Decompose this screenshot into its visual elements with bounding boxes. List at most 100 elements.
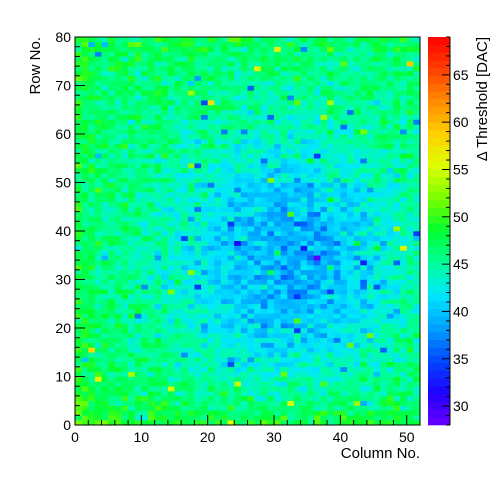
heatmap-cell xyxy=(207,352,215,358)
heatmap-cell xyxy=(240,100,248,106)
heatmap-cell xyxy=(207,420,215,426)
heatmap-cell xyxy=(400,279,408,285)
heatmap-cell xyxy=(75,284,82,290)
heatmap-cell xyxy=(81,124,89,130)
heatmap-cell xyxy=(128,192,136,198)
heatmap-cell xyxy=(194,51,202,57)
heatmap-cell xyxy=(147,240,155,246)
heatmap-cell xyxy=(227,153,235,159)
heatmap-cell xyxy=(220,303,228,309)
heatmap-cell xyxy=(347,405,354,411)
heatmap-cell xyxy=(88,415,96,421)
heatmap-cell xyxy=(380,148,388,154)
heatmap-cell xyxy=(194,245,202,251)
heatmap-cell xyxy=(274,201,281,208)
heatmap-cell xyxy=(260,90,268,96)
heatmap-cell xyxy=(353,337,361,343)
heatmap-cell xyxy=(81,231,89,237)
heatmap-cell xyxy=(353,143,361,149)
heatmap-cell xyxy=(181,66,189,72)
heatmap-cell xyxy=(207,172,215,178)
heatmap-cell xyxy=(75,328,82,334)
heatmap-cell xyxy=(366,318,374,324)
heatmap-cell xyxy=(413,231,421,237)
heatmap-cell xyxy=(274,308,281,314)
heatmap-cell xyxy=(287,51,295,57)
heatmap-cell xyxy=(366,114,374,120)
heatmap-cell xyxy=(274,279,281,285)
heatmap-cell xyxy=(413,192,421,198)
heatmap-cell xyxy=(167,250,175,256)
heatmap-cell xyxy=(154,371,162,377)
heatmap-cell xyxy=(353,201,361,208)
heatmap-cell xyxy=(274,138,281,144)
heatmap-cell xyxy=(406,75,414,81)
heatmap-cell xyxy=(400,119,408,125)
heatmap-cell xyxy=(393,37,401,43)
heatmap-cell xyxy=(187,337,195,343)
heatmap-cell xyxy=(121,323,129,329)
heatmap-cell xyxy=(174,148,182,154)
heatmap-cell xyxy=(320,201,328,208)
heatmap-cell xyxy=(360,332,368,338)
heatmap-cell xyxy=(347,187,354,193)
heatmap-cell xyxy=(393,323,401,329)
heatmap-cell xyxy=(174,134,182,140)
heatmap-cell xyxy=(307,420,315,426)
heatmap-cell xyxy=(220,420,228,426)
heatmap-cell xyxy=(154,250,162,256)
heatmap-cell xyxy=(227,255,235,261)
heatmap-cell xyxy=(75,100,82,106)
heatmap-cell xyxy=(194,90,202,96)
heatmap-cell xyxy=(307,100,315,106)
heatmap-cell xyxy=(400,337,408,343)
heatmap-cell xyxy=(194,289,202,295)
heatmap-cell xyxy=(220,129,228,135)
heatmap-cell xyxy=(333,129,341,135)
heatmap-cell xyxy=(360,211,368,217)
heatmap-cell xyxy=(101,342,109,348)
heatmap-cell xyxy=(94,289,102,295)
heatmap-cell xyxy=(75,415,82,421)
heatmap-cell xyxy=(293,143,301,149)
heatmap-cell xyxy=(373,153,381,159)
heatmap-cell xyxy=(114,405,122,411)
heatmap-cell xyxy=(393,192,401,198)
heatmap-cell xyxy=(280,41,288,47)
heatmap-cell xyxy=(141,197,149,203)
heatmap-cell xyxy=(161,153,169,159)
heatmap-cell xyxy=(181,75,189,81)
heatmap-cell xyxy=(413,143,421,149)
heatmap-cell xyxy=(413,415,421,421)
heatmap-cell xyxy=(81,395,89,402)
heatmap-cell xyxy=(207,410,215,416)
heatmap-cell xyxy=(121,318,129,324)
heatmap-cell xyxy=(81,187,89,193)
heatmap-cell xyxy=(260,80,268,86)
heatmap-cell xyxy=(141,134,149,140)
heatmap-cell xyxy=(174,41,182,47)
heatmap-cell xyxy=(287,420,295,426)
heatmap-cell xyxy=(214,41,222,47)
heatmap-cell xyxy=(194,37,202,43)
heatmap-cell xyxy=(366,357,374,363)
heatmap-cell xyxy=(181,405,189,411)
heatmap-cell xyxy=(386,109,394,115)
heatmap-cell xyxy=(366,163,374,169)
heatmap-cell xyxy=(280,138,288,144)
heatmap-cell xyxy=(220,357,228,363)
heatmap-cell xyxy=(240,298,248,305)
heatmap-cell xyxy=(254,187,262,193)
heatmap-cell xyxy=(147,260,155,266)
heatmap-cell xyxy=(161,361,169,368)
heatmap-cell xyxy=(353,153,361,159)
heatmap-cell xyxy=(134,361,142,368)
heatmap-cell xyxy=(393,167,401,174)
heatmap-cell xyxy=(393,109,401,115)
heatmap-cell xyxy=(227,167,235,174)
heatmap-cell xyxy=(413,104,421,111)
heatmap-cell xyxy=(174,119,182,125)
heatmap-cell xyxy=(75,51,82,57)
heatmap-cell xyxy=(386,420,394,426)
heatmap-cell xyxy=(214,172,222,178)
